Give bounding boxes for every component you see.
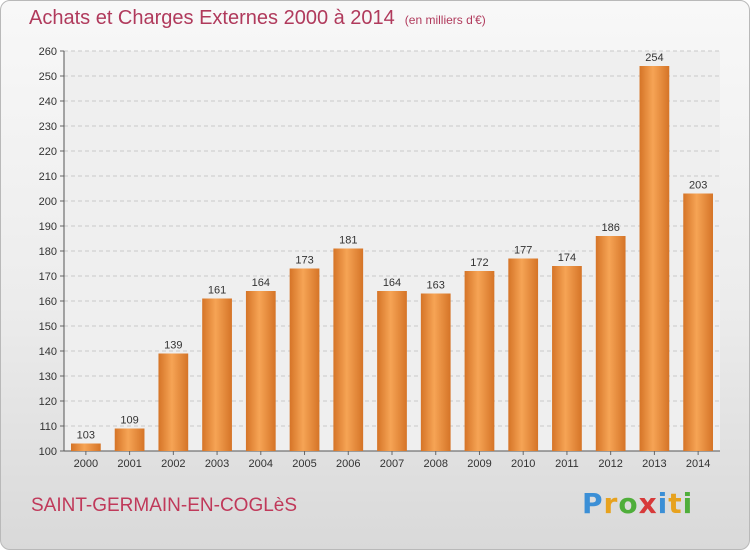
data-label-2014: 203 bbox=[689, 180, 707, 192]
data-label-2001: 109 bbox=[120, 415, 138, 427]
bar-2014 bbox=[683, 193, 714, 451]
x-tick-label-2004: 2004 bbox=[249, 458, 273, 470]
data-label-2000: 103 bbox=[77, 430, 95, 442]
x-tick-label-2005: 2005 bbox=[292, 458, 316, 470]
data-label-2007: 164 bbox=[383, 277, 401, 289]
y-tick-label: 140 bbox=[39, 346, 57, 358]
y-tick-label: 220 bbox=[39, 146, 57, 158]
x-tick-label-2012: 2012 bbox=[598, 458, 622, 470]
y-tick-label: 230 bbox=[39, 121, 57, 133]
y-tick-label: 170 bbox=[39, 271, 57, 283]
y-tick-label: 250 bbox=[39, 71, 57, 83]
bar-2011 bbox=[552, 266, 582, 451]
x-tick-label-2002: 2002 bbox=[161, 458, 185, 470]
x-tick-label-2001: 2001 bbox=[117, 458, 141, 470]
data-label-2005: 173 bbox=[295, 255, 313, 267]
y-tick-label: 240 bbox=[39, 96, 57, 108]
x-tick-label-2000: 2000 bbox=[74, 458, 98, 470]
bar-2008 bbox=[420, 293, 451, 451]
bar-2010 bbox=[508, 258, 539, 451]
x-tick-label-2003: 2003 bbox=[205, 458, 229, 470]
commune-name: SAINT-GERMAIN-EN-COGLèS bbox=[31, 495, 298, 516]
y-tick-label: 260 bbox=[39, 46, 57, 58]
data-label-2003: 161 bbox=[208, 285, 226, 297]
proxiti-logo: Proxiti bbox=[582, 487, 694, 520]
x-tick-label-2008: 2008 bbox=[423, 458, 447, 470]
data-label-2011: 174 bbox=[558, 252, 576, 264]
bar-2003 bbox=[202, 298, 232, 451]
x-tick-label-2007: 2007 bbox=[380, 458, 404, 470]
data-label-2004: 164 bbox=[252, 277, 270, 289]
data-label-2008: 163 bbox=[427, 280, 445, 292]
bar-2013 bbox=[639, 66, 670, 451]
x-tick-label-2009: 2009 bbox=[467, 458, 491, 470]
y-tick-label: 200 bbox=[39, 196, 57, 208]
x-tick-label-2013: 2013 bbox=[642, 458, 666, 470]
y-tick-label: 110 bbox=[39, 421, 57, 433]
bar-2004 bbox=[245, 291, 276, 451]
chart-title-text: Achats et Charges Externes 2000 à 2014 bbox=[29, 7, 395, 29]
bar-2009 bbox=[464, 271, 495, 451]
bar-2005 bbox=[289, 268, 320, 451]
x-tick-label-2006: 2006 bbox=[336, 458, 360, 470]
x-tick-label-2011: 2011 bbox=[555, 458, 579, 470]
y-tick-label: 190 bbox=[39, 221, 57, 233]
data-label-2002: 139 bbox=[164, 340, 182, 352]
data-label-2012: 186 bbox=[601, 222, 619, 234]
bar-2001 bbox=[114, 428, 145, 451]
bar-2012 bbox=[595, 236, 626, 451]
data-label-2009: 172 bbox=[470, 257, 488, 269]
unit-note: (en milliers d'€) bbox=[404, 13, 486, 27]
bar-2007 bbox=[377, 291, 407, 451]
y-tick-label: 210 bbox=[39, 171, 57, 183]
bar-2000 bbox=[70, 443, 101, 451]
y-tick-label: 150 bbox=[39, 321, 57, 333]
x-tick-label-2010: 2010 bbox=[511, 458, 535, 470]
data-label-2010: 177 bbox=[514, 245, 532, 257]
chart-title: Achats et Charges Externes 2000 à 2014 (e… bbox=[29, 7, 486, 30]
bar-2002 bbox=[158, 353, 189, 451]
y-tick-label: 130 bbox=[39, 371, 57, 383]
bar-2006 bbox=[333, 248, 364, 451]
y-tick-label: 100 bbox=[39, 446, 57, 458]
data-label-2013: 254 bbox=[645, 52, 663, 64]
x-tick-label-2014: 2014 bbox=[686, 458, 710, 470]
data-label-2006: 181 bbox=[339, 235, 357, 247]
y-tick-label: 180 bbox=[39, 246, 57, 258]
y-tick-label: 160 bbox=[39, 296, 57, 308]
y-tick-label: 120 bbox=[39, 396, 57, 408]
